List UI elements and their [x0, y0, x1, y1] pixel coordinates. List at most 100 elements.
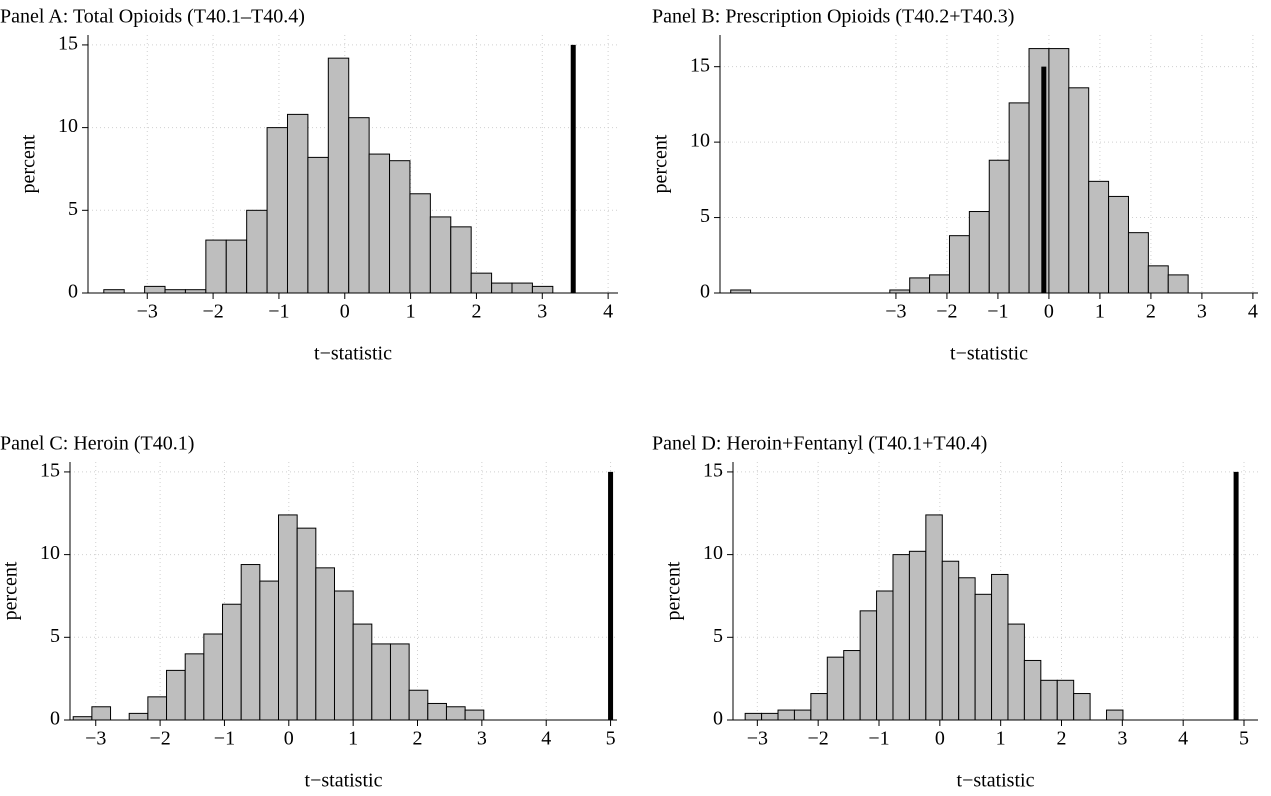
histogram-bar: [876, 590, 894, 721]
histogram-bar: [286, 113, 309, 294]
x-tick-label: −2: [936, 301, 957, 323]
histogram-bar: [843, 650, 861, 721]
histogram-bar: [315, 567, 335, 721]
y-tick-label: 10: [58, 115, 78, 137]
histogram-bar: [1023, 659, 1042, 721]
histogram-bar: [744, 712, 763, 721]
x-axis-label: t−statistic: [950, 343, 1028, 365]
histogram-bar: [1106, 709, 1124, 721]
histogram-bar: [1167, 274, 1189, 294]
x-tick-label: −2: [808, 728, 829, 750]
panel-title: Panel A: Total Opioids (T40.1–T40.4): [0, 6, 305, 28]
histogram-bar: [128, 712, 149, 721]
x-tick-label: 2: [1146, 301, 1156, 323]
panel-title: Panel B: Prescription Opioids (T40.2+T40…: [652, 6, 1014, 28]
histogram-bar: [1008, 102, 1030, 294]
x-tick-label: 4: [1178, 728, 1188, 750]
x-tick-label: 0: [284, 728, 294, 750]
histogram-bar: [450, 226, 472, 294]
x-tick-label: −3: [137, 301, 158, 323]
histogram-bar: [908, 550, 927, 721]
x-axis-label: t−statistic: [314, 343, 392, 365]
histogram-bar: [1108, 195, 1129, 294]
histogram-bar: [333, 590, 354, 721]
x-tick-label: −1: [268, 301, 289, 323]
panel-title: Panel D: Heroin+Fentanyl (T40.1+T40.4): [652, 433, 987, 455]
y-tick-label: 10: [703, 542, 723, 564]
x-tick-label: 4: [1248, 301, 1258, 323]
histogram-bar: [368, 153, 391, 294]
histogram-bar: [925, 514, 943, 721]
panel-title: Panel C: Heroin (T40.1): [0, 433, 194, 455]
histogram-bar: [777, 709, 795, 721]
histogram-bar: [1088, 180, 1110, 294]
histogram-bar: [429, 216, 452, 294]
histogram-bar: [259, 580, 280, 721]
histogram-bar: [793, 709, 812, 721]
histogram-bar: [307, 156, 329, 294]
x-tick-label: 2: [1057, 728, 1067, 750]
histogram-bar: [327, 57, 350, 294]
histogram-bar: [464, 709, 485, 721]
histogram-bar: [810, 693, 828, 721]
histogram-bar: [1007, 623, 1025, 721]
histogram-bar: [427, 702, 447, 721]
histogram-bar: [348, 117, 370, 294]
x-tick-label: 0: [935, 728, 945, 750]
histogram-bar: [246, 209, 268, 294]
y-tick-label: 15: [703, 460, 723, 482]
x-tick-label: 4: [541, 728, 551, 750]
y-tick-label: 5: [713, 625, 723, 647]
x-tick-label: −1: [868, 728, 889, 750]
x-tick-label: 1: [406, 301, 416, 323]
y-tick-label: 15: [690, 54, 710, 76]
x-tick-label: 1: [1095, 301, 1105, 323]
x-tick-label: 2: [413, 728, 423, 750]
histogram-bar: [826, 656, 845, 721]
histogram-bar: [408, 689, 429, 721]
x-tick-label: 5: [606, 728, 616, 750]
histogram-bar: [184, 653, 205, 721]
histogram-bar: [240, 564, 261, 721]
histogram-bar: [859, 610, 878, 721]
x-tick-label: 4: [603, 301, 613, 323]
histogram-bar: [371, 643, 391, 721]
x-tick-label: 3: [537, 301, 547, 323]
y-tick-label: 5: [68, 198, 78, 220]
x-tick-label: 1: [996, 728, 1006, 750]
y-axis-label: percent: [650, 134, 672, 193]
histogram-bar: [205, 239, 227, 294]
histogram-bar: [222, 603, 242, 721]
x-tick-label: −1: [987, 301, 1008, 323]
y-axis-label: percent: [663, 561, 685, 620]
histogram-bar: [1056, 679, 1075, 721]
y-axis-label: percent: [18, 134, 40, 193]
histogram-bar: [531, 285, 554, 294]
x-tick-label: −2: [202, 301, 223, 323]
y-tick-label: 0: [700, 281, 710, 303]
histogram-bar: [909, 277, 931, 294]
histogram-bar: [1147, 265, 1169, 294]
x-tick-label: 1: [348, 728, 358, 750]
histogram-bar: [941, 560, 960, 721]
histogram-bar: [948, 235, 970, 294]
histogram-bar: [491, 282, 513, 294]
histogram-bar: [225, 239, 248, 294]
histogram-bar: [166, 669, 186, 721]
x-axis-label: t−statistic: [957, 770, 1035, 792]
histogram-bar: [761, 712, 779, 721]
x-tick-label: −1: [214, 728, 235, 750]
x-tick-label: −3: [885, 301, 906, 323]
histogram-bar: [958, 577, 976, 721]
histogram-bar: [266, 127, 288, 294]
histogram-bar: [1048, 48, 1070, 294]
histogram-bar: [1040, 679, 1058, 721]
histogram-bar: [991, 573, 1009, 721]
x-tick-label: 3: [477, 728, 487, 750]
histogram-bar: [352, 623, 373, 721]
y-tick-label: 15: [58, 33, 78, 55]
y-tick-label: 10: [40, 542, 60, 564]
y-tick-label: 10: [690, 130, 710, 152]
y-axis-label: percent: [0, 561, 22, 620]
